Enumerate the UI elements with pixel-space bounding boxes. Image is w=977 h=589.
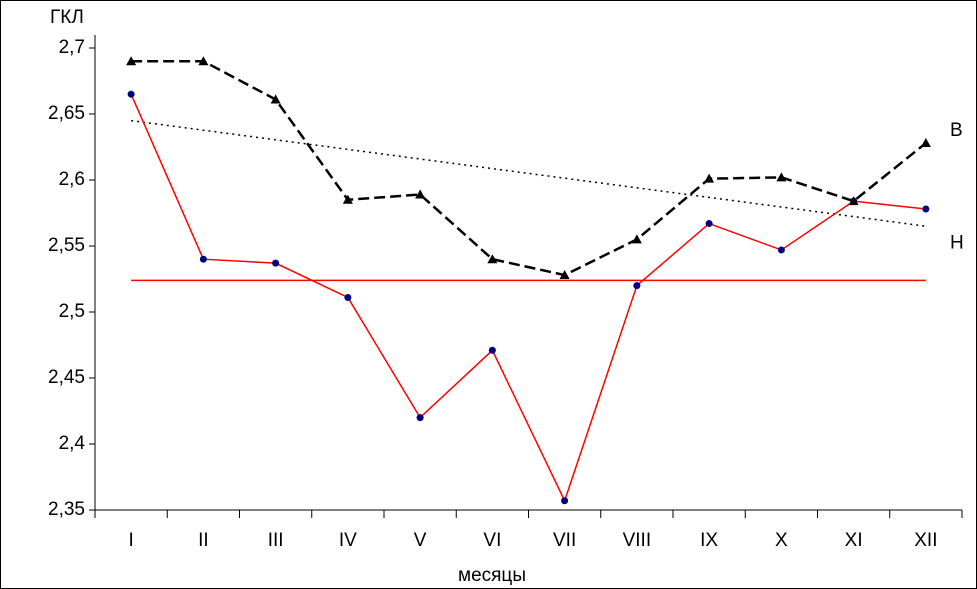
marker: [561, 497, 569, 505]
marker: [126, 56, 137, 66]
x-tick-label: VII: [553, 530, 576, 551]
x-tick-label: VI: [483, 530, 501, 551]
marker: [127, 90, 135, 98]
marker: [848, 196, 859, 206]
x-tick-label: XI: [845, 530, 863, 551]
marker: [344, 293, 352, 301]
y-tick-label: 2,45: [48, 367, 85, 388]
marker: [922, 205, 930, 213]
marker: [631, 234, 642, 244]
series-line: [131, 59, 927, 277]
y-axis-label: ГКЛ: [50, 7, 84, 28]
x-tick-label: IX: [700, 530, 718, 551]
marker: [270, 94, 281, 104]
x-tick-label: IV: [339, 530, 357, 551]
series-line: [130, 93, 926, 503]
x-tick-label: XII: [914, 530, 937, 551]
marker: [487, 254, 498, 264]
x-tick-label: I: [128, 530, 133, 551]
y-tick-label: 2,7: [59, 37, 85, 58]
marker: [415, 189, 426, 199]
y-tick-label: 2,65: [48, 103, 85, 124]
marker: [776, 172, 787, 182]
y-tick-label: 2,6: [59, 169, 85, 190]
x-tick-label: III: [268, 530, 284, 551]
annotation: В: [950, 120, 963, 141]
marker: [633, 282, 641, 290]
marker: [199, 255, 207, 263]
y-tick-label: 2,4: [59, 433, 86, 454]
marker: [198, 56, 209, 66]
annotation: Н: [950, 232, 964, 253]
x-axis-label: месяцы: [458, 565, 526, 586]
marker: [272, 259, 280, 267]
x-tick-label: V: [414, 530, 427, 551]
marker: [920, 138, 931, 148]
x-tick-label: VIII: [623, 530, 652, 551]
marker: [777, 246, 785, 254]
y-tick-label: 2,35: [48, 499, 85, 520]
marker: [416, 414, 424, 422]
x-tick-label: II: [198, 530, 209, 551]
marker: [559, 270, 570, 280]
marker: [704, 173, 715, 183]
trend-line: [131, 119, 926, 227]
marker: [488, 346, 496, 354]
y-tick-label: 2,55: [48, 235, 85, 256]
marker: [705, 220, 713, 228]
marker: [342, 194, 353, 204]
y-tick-label: 2,5: [59, 301, 85, 322]
x-tick-label: X: [775, 530, 788, 551]
